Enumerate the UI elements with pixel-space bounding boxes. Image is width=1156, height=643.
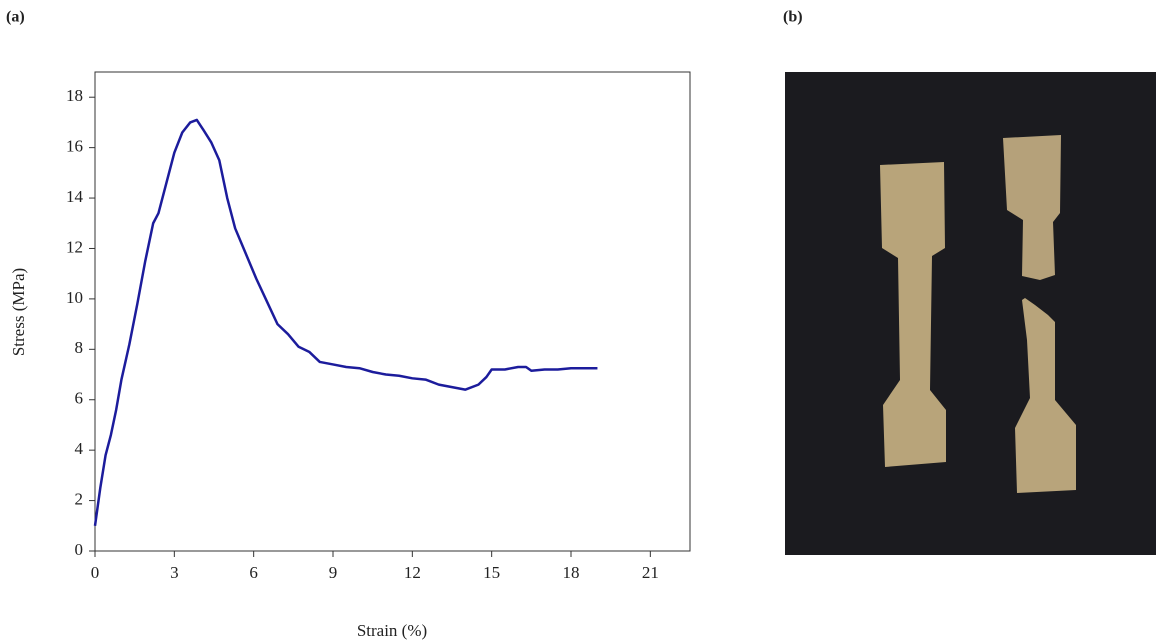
x-tick-label: 9: [329, 563, 338, 582]
specimen: [880, 162, 946, 467]
y-tick-label: 8: [75, 338, 84, 357]
panel-label: (a): [6, 9, 25, 26]
specimen: [1015, 298, 1076, 493]
x-tick-label: 6: [249, 563, 258, 582]
photo-background: [785, 72, 1156, 555]
y-tick-label: 4: [75, 439, 84, 458]
line-series: [93, 118, 598, 526]
x-tick-label: 18: [563, 563, 580, 582]
x-tick-label: 15: [483, 563, 500, 582]
y-tick-label: 0: [75, 540, 84, 559]
y-tick-label: 12: [66, 237, 83, 256]
y-tick-label: 14: [66, 187, 84, 206]
panel-label: (b): [783, 9, 803, 26]
plot-frame: [94, 71, 691, 552]
x-tick-label: 12: [404, 563, 421, 582]
specimen: [1003, 135, 1061, 280]
x-tick-label: 3: [170, 563, 179, 582]
x-tick-label: 21: [642, 563, 659, 582]
y-tick-label: 10: [66, 288, 83, 307]
y-tick-label: 16: [66, 137, 83, 156]
y-tick-label: 6: [75, 389, 84, 408]
photo: [785, 72, 1156, 555]
y-tick-label: 2: [75, 489, 84, 508]
y-axis-title: Stress (MPa): [9, 268, 28, 356]
x-axis-title: Strain (%): [357, 621, 427, 640]
x-tick-label: 0: [91, 563, 100, 582]
y-tick-label: 18: [66, 86, 83, 105]
